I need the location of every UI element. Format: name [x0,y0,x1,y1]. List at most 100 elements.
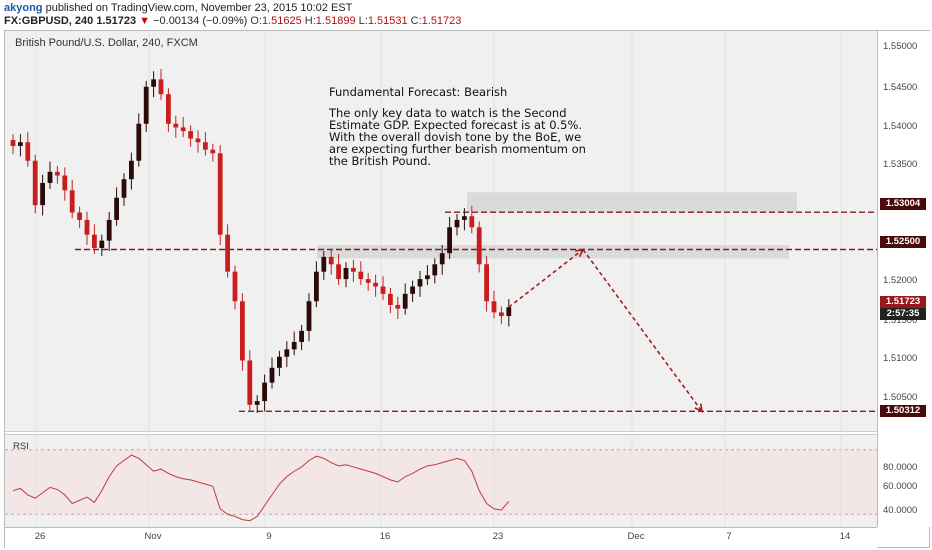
forecast-arrowhead-1 [574,248,585,258]
candle-body [151,79,156,87]
low-label: L: [358,15,368,27]
candle-body [62,175,68,191]
candle-body [277,356,282,368]
candle-body [395,304,401,309]
candle-body [284,349,290,357]
price-change: −0.00134 (−0.09%) [153,15,248,27]
high-value: 1.51899 [315,15,356,27]
bar-countdown-tag: 2:57:35 [880,308,926,320]
candle-body [92,234,97,249]
forecast-note-body: The only key data to watch is the Second… [329,107,649,167]
forecast-note-title: Fundamental Forecast: Bearish [329,85,508,99]
price-tick-label: 1.51000 [883,353,918,364]
candle-body [55,171,60,176]
note-line: the British Pound. [329,154,432,168]
candle-body [439,253,445,265]
candle-body [336,264,341,280]
rsi-title: RSI [13,441,29,452]
candle-body [180,127,186,132]
level-tag-3: 1.50312 [880,405,926,417]
candle-body [121,179,127,198]
candle-body [18,142,23,146]
candle-body [40,182,45,206]
candlestick-chart[interactable] [5,31,877,431]
time-tick-label: Dec [627,531,645,542]
high-label: H: [304,15,316,27]
candle-body [321,256,327,272]
candle-body [306,301,312,331]
candle-body [506,307,512,317]
candle-body [166,94,171,124]
last-price: 1.51723 [96,15,137,27]
candle-body [432,264,438,276]
price-tick-label: 1.54000 [883,121,918,132]
candle-body [195,138,201,143]
candle-body [114,197,119,220]
candle-body [84,219,90,235]
rsi-pane[interactable]: RSI [5,435,877,527]
candle-body [343,267,349,280]
level-tag-2: 1.52500 [880,236,926,248]
candle-body [328,256,334,265]
candle-body [69,190,75,213]
candle-body [32,160,38,206]
candle-body [380,286,386,294]
close-value: 1.51723 [421,15,462,27]
pane-separator[interactable] [5,431,877,435]
candle-body [269,367,275,383]
candle-body [291,341,297,350]
candle-body [484,264,489,302]
candle-body [25,142,31,161]
candle-body [47,171,53,183]
open-value: 1.51625 [261,15,302,27]
candle-body [203,142,208,150]
forecast-arrow-segment [508,248,584,308]
last-price-tag: 1.51723 [880,296,926,308]
open-label: O: [250,15,262,27]
candle-body [299,330,304,342]
candle-body [365,279,371,283]
candle-body [143,86,149,124]
price-axis[interactable]: 1.55000 1.54500 1.54000 1.53500 1.52000 … [877,31,930,527]
price-tick-label: 1.52000 [883,275,918,286]
time-tick-label: 9 [266,531,272,542]
rsi-tick-label: 80.0000 [883,462,918,473]
author-name[interactable]: akyong [4,2,43,14]
candle-body [358,271,364,280]
candle-body [10,140,16,146]
time-axis[interactable]: 26 Nov 9 16 23 Dec 7 14 [5,527,877,548]
candle-body [247,360,253,405]
price-tick-label: 1.54500 [883,82,918,93]
rsi-tick-label: 40.0000 [883,505,918,516]
candle-body [417,279,423,287]
price-tick-label: 1.55000 [883,41,918,52]
time-tick-label: 16 [379,531,391,542]
note-line: are expecting further bearish momentum o… [329,142,586,156]
time-tick-label: 26 [34,531,46,542]
publish-info: akyong published on TradingView.com, Nov… [4,2,352,14]
rsi-band [5,449,877,515]
symbol-label[interactable]: FX:GBPUSD, 240 [4,15,94,27]
candle-body [499,312,504,317]
candle-body [425,275,430,280]
candle-body [188,131,193,139]
rsi-line [12,454,510,522]
chart-title: British Pound/U.S. Dollar, 240, FXCM [15,37,198,49]
time-tick-label: Nov [144,531,162,542]
candle-body [314,271,319,302]
candle-body [410,286,415,294]
candle-body [158,79,164,95]
publish-text: published on TradingView.com, November 2… [45,2,353,14]
low-value: 1.51531 [367,15,408,27]
note-line: The only key data to watch is the Second [329,106,567,120]
candle-body [232,271,238,302]
candle-body [462,216,467,220]
main-price-pane[interactable]: British Pound/U.S. Dollar, 240, FXCM Fun… [5,31,877,431]
level-tag-1: 1.53004 [880,198,926,210]
price-tick-label: 1.51500 [883,315,918,326]
candle-body [351,267,356,272]
candle-body [491,301,497,313]
price-tick-label: 1.50500 [883,392,918,403]
forecast-arrow-segment [582,249,703,412]
time-tick-label: 14 [839,531,851,542]
